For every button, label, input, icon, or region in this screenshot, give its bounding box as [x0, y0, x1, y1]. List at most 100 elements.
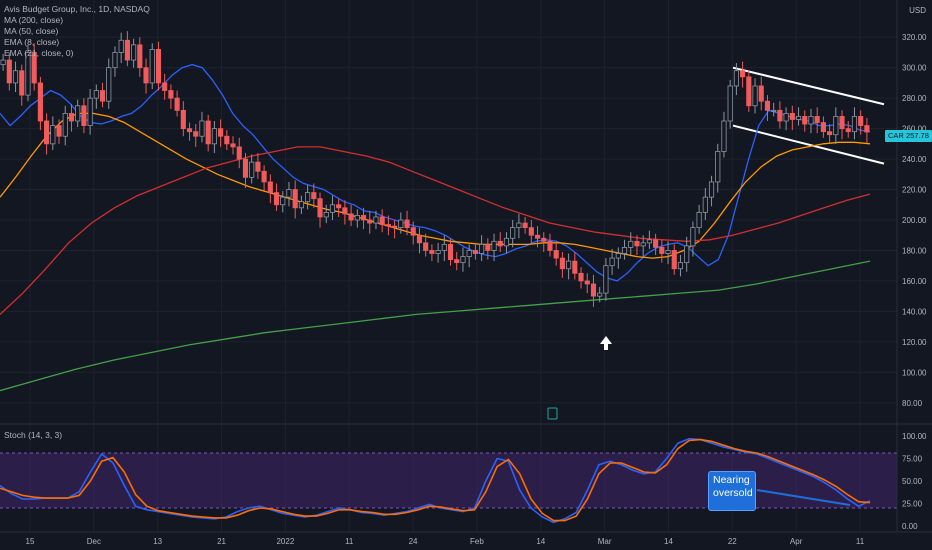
candle-body: [354, 215, 360, 221]
y-tick-label: 180.00: [902, 246, 927, 255]
candle-body: [99, 90, 106, 102]
candle-body: [460, 256, 466, 264]
indicator-line: [0, 112, 871, 259]
candle-body: [199, 120, 205, 137]
candle-body: [155, 49, 162, 84]
currency-label: USD: [909, 6, 926, 15]
candle-body: [839, 116, 845, 130]
candle-body: [528, 227, 534, 236]
candle-body: [404, 219, 410, 229]
indicator-line: [0, 260, 871, 392]
candle-body: [566, 260, 572, 270]
candle-body: [646, 239, 652, 244]
candle-body: [547, 240, 553, 251]
candle-body: [733, 70, 739, 87]
stoch-lines: [0, 437, 871, 524]
candle-body: [242, 158, 249, 178]
candle-body: [628, 240, 634, 248]
candle-body: [273, 192, 280, 206]
x-tick-label: 11: [856, 537, 865, 546]
legend-ma50: MA (50, close): [4, 26, 59, 36]
candle-body: [665, 250, 671, 254]
candle-body: [186, 128, 193, 133]
channel-lower: [732, 124, 885, 165]
candle-body: [851, 116, 858, 133]
earnings-icon: [547, 407, 558, 420]
channel-upper: [732, 66, 885, 106]
y-tick-label: 280.00: [902, 94, 927, 103]
stoch-tick-label: 50.00: [902, 477, 923, 486]
y-tick-label: 80.00: [902, 399, 923, 408]
candle-body: [329, 204, 336, 213]
x-tick-label: 21: [217, 537, 226, 546]
candle-body: [802, 116, 808, 125]
x-tick-label: 22: [728, 537, 737, 546]
candle-body: [398, 219, 404, 229]
candle-body: [118, 39, 124, 53]
candle-body: [808, 116, 814, 125]
candle-body: [218, 128, 224, 137]
x-tick-label: Apr: [790, 537, 803, 546]
candle-body: [68, 112, 75, 122]
candle-body: [510, 227, 516, 239]
legend-ema21: EMA (21, close, 0): [4, 48, 74, 58]
note-line-2: oversold: [713, 487, 753, 499]
candle-body: [255, 161, 261, 172]
candle-body: [379, 216, 385, 225]
candle-body: [205, 120, 211, 145]
candle-body: [559, 257, 565, 270]
candles: [0, 31, 870, 307]
candle-body: [653, 239, 659, 248]
candle-body: [323, 211, 329, 218]
candle-body: [56, 125, 62, 137]
candle-body: [62, 112, 68, 137]
candle-body: [752, 85, 758, 107]
candle-body: [230, 143, 236, 148]
candle-body: [211, 128, 217, 145]
note-line-1: Nearing: [713, 474, 750, 486]
x-tick-label: Dec: [87, 537, 101, 546]
candle-body: [93, 90, 99, 99]
candle-body: [534, 234, 541, 239]
candle-body: [466, 250, 472, 257]
candle-body: [87, 97, 93, 126]
candle-body: [143, 67, 149, 84]
candle-body: [491, 240, 497, 251]
candle-body: [497, 240, 503, 247]
candle-body: [392, 225, 398, 229]
candle-body: [168, 90, 174, 99]
candle-body: [684, 245, 690, 264]
candle-body: [267, 181, 273, 193]
y-tick-label: 100.00: [902, 368, 927, 377]
candle-body: [447, 243, 454, 261]
candle-body: [6, 59, 12, 84]
candle-body: [696, 211, 702, 229]
candle-body: [81, 105, 87, 126]
candle-body: [858, 116, 864, 126]
y-tick-label: 320.00: [902, 33, 927, 42]
candle-body: [634, 240, 640, 247]
candle-body: [827, 131, 833, 136]
candle-body: [317, 198, 323, 218]
x-tick-label: 13: [153, 537, 162, 546]
candle-body: [336, 204, 342, 209]
chart-annotations: [547, 336, 851, 506]
indicator-line: [0, 63, 871, 282]
candle-body: [541, 237, 547, 242]
candle-body: [702, 196, 708, 213]
candle-body: [640, 242, 646, 247]
candle-body: [783, 112, 789, 122]
candle-body: [454, 259, 460, 264]
candle-body: [429, 250, 435, 254]
candle-body: [342, 207, 348, 215]
candle-body: [373, 216, 379, 224]
x-axis: 15 Dec 13 21 2022 11 24 Feb 14 Mar 14 22 Apr 11: [26, 537, 865, 546]
candle-body: [553, 250, 559, 259]
candle-body: [771, 109, 777, 112]
y-tick-label: 200.00: [902, 216, 927, 225]
candle-body: [659, 247, 665, 254]
candle-body: [820, 122, 826, 133]
candle-body: [845, 128, 851, 133]
oversold-note: Nearing oversold: [708, 471, 756, 511]
